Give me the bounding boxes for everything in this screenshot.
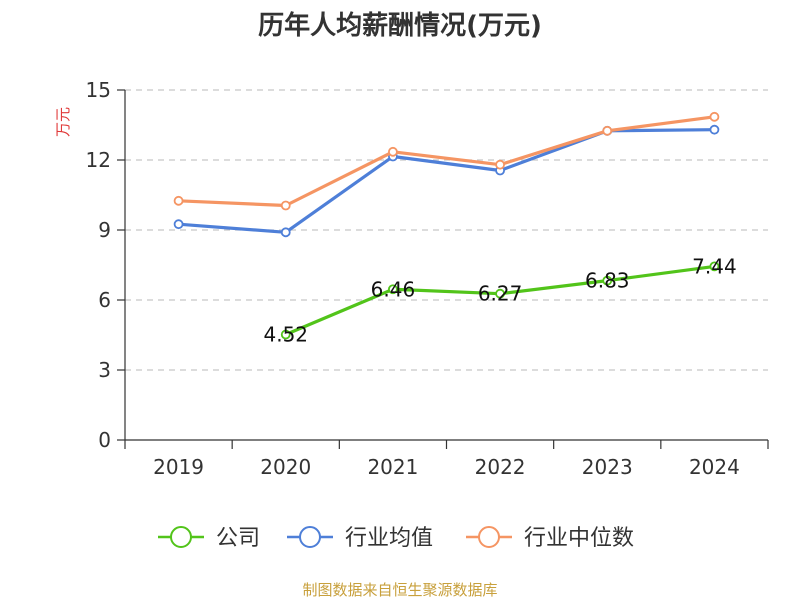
series-1 (173, 124, 720, 238)
legend[interactable]: 公司 行业均值 行业中位数 (158, 526, 634, 551)
data-point (709, 261, 720, 272)
data-point (173, 195, 184, 206)
series-line (178, 128, 715, 234)
legend-label: 公司 (216, 526, 260, 551)
y-tick-label: 9 (98, 218, 111, 242)
series-2 (173, 111, 720, 211)
data-point (709, 111, 720, 122)
data-labels: 4.52 6.46 6.27 6.83 7.44 (263, 254, 736, 346)
legend-swatch-marker (299, 526, 321, 548)
y-tick-label: 3 (98, 358, 111, 382)
x-tick-label: 2023 (582, 455, 633, 479)
data-point (388, 284, 398, 295)
data-point (280, 329, 291, 340)
data-label: 6.83 (585, 269, 630, 293)
y-tick-label: 6 (98, 288, 111, 312)
legend-item-1[interactable]: 行业均值 (287, 526, 433, 551)
series-line (178, 115, 715, 208)
source-note: 制图数据来自恒生聚源数据库 (302, 581, 497, 599)
series-0 (280, 261, 720, 340)
data-point (173, 219, 184, 230)
data-point (709, 124, 720, 135)
legend-swatch-marker (478, 526, 500, 548)
data-point (602, 275, 613, 286)
data-label: 7.44 (692, 254, 737, 278)
series-group (173, 111, 720, 340)
legend-label: 行业中位数 (524, 526, 634, 551)
x-tick-label: 2020 (260, 455, 311, 479)
data-label: 6.46 (371, 277, 416, 301)
x-tick-label: 2024 (689, 455, 740, 479)
chart-title: 历年人均薪酬情况(万元) (258, 10, 542, 41)
axes: 0 3 6 9 12 15 2019 2020 2021 2022 2023 2024 (86, 78, 769, 479)
data-point (388, 146, 398, 157)
data-label: 6.27 (478, 282, 523, 306)
data-point (280, 227, 291, 238)
legend-item-0[interactable]: 公司 (158, 526, 260, 551)
x-tick-label: 2021 (367, 455, 418, 479)
grid (125, 89, 768, 371)
legend-label: 行业均值 (345, 526, 433, 551)
y-tick-label: 12 (86, 148, 111, 172)
y-tick-label: 15 (86, 78, 111, 102)
legend-swatch-marker (170, 526, 192, 548)
data-label: 4.52 (263, 323, 308, 347)
data-point (602, 125, 613, 136)
y-axis-label: 万元 (54, 107, 72, 137)
data-point (495, 159, 505, 170)
x-tick-label: 2022 (475, 455, 526, 479)
data-point (495, 288, 505, 299)
y-tick-label: 0 (98, 428, 111, 452)
x-tick-label: 2019 (153, 455, 204, 479)
legend-item-2[interactable]: 行业中位数 (466, 526, 634, 551)
data-point (280, 200, 291, 211)
